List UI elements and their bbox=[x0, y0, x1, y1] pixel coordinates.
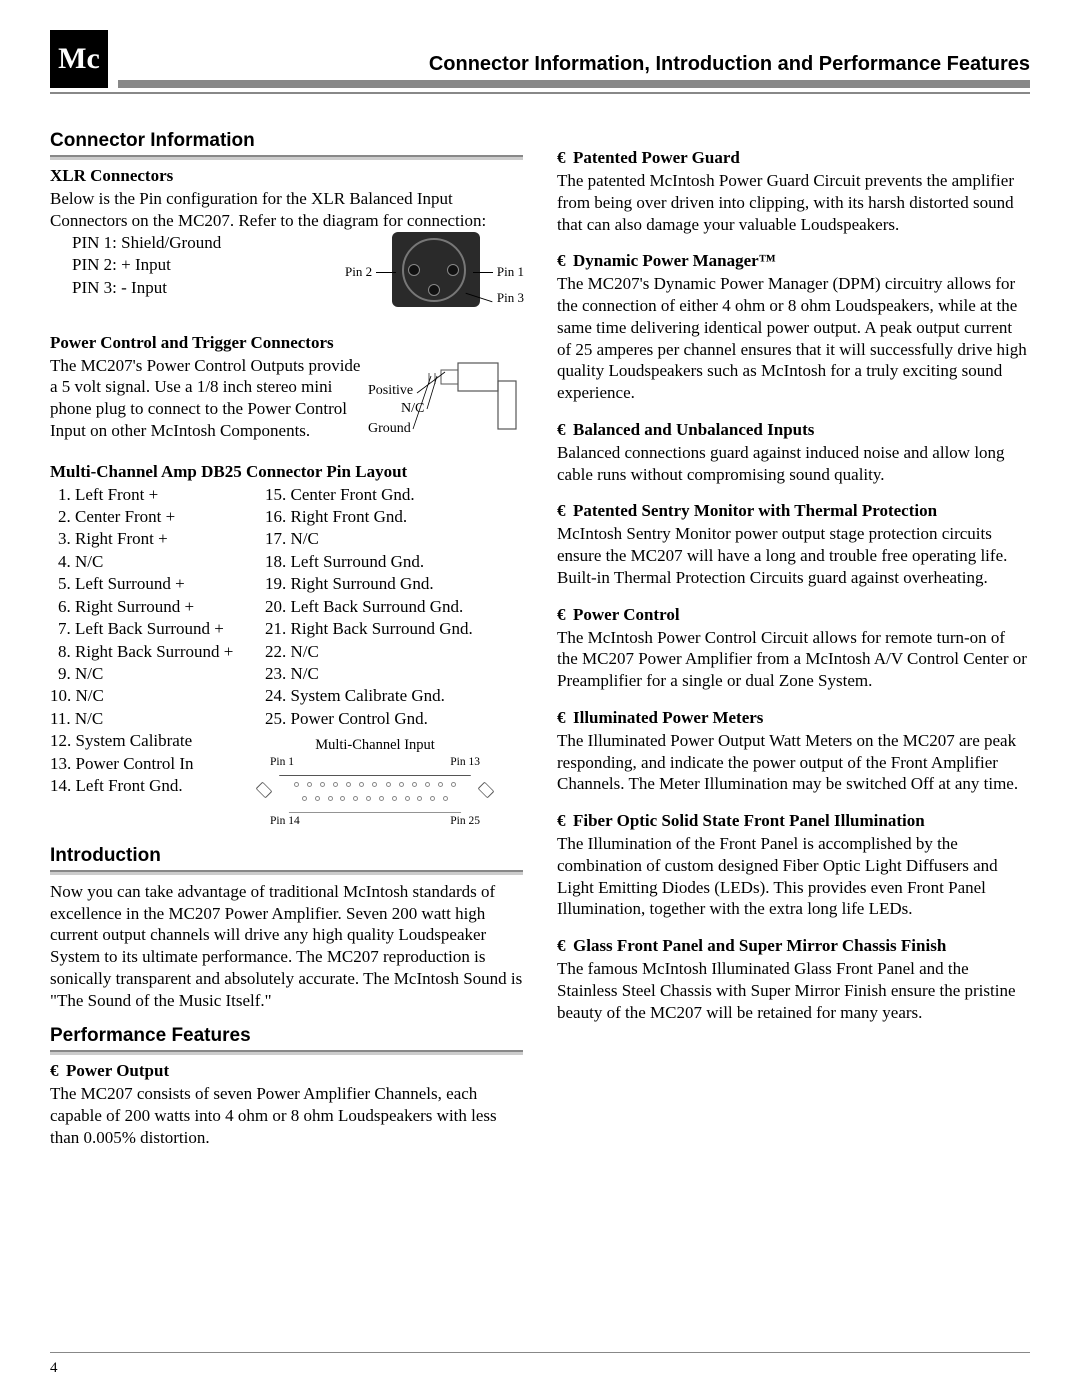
list-item: 21. Right Back Surround Gnd. bbox=[265, 618, 485, 640]
list-item: 18. Left Surround Gnd. bbox=[265, 551, 485, 573]
feature-heading: €Balanced and Unbalanced Inputs bbox=[557, 420, 1030, 440]
list-item: 15. Center Front Gnd. bbox=[265, 484, 485, 506]
feature-heading: €Dynamic Power Manager™ bbox=[557, 251, 1030, 271]
list-item: 23. N/C bbox=[265, 663, 485, 685]
feature-heading: €Glass Front Panel and Super Mirror Chas… bbox=[557, 936, 1030, 956]
page-number: 4 bbox=[50, 1360, 58, 1377]
intro-body: Now you can take advantage of traditiona… bbox=[50, 881, 523, 1012]
list-item: 17. N/C bbox=[265, 528, 485, 550]
diagram-label: Ground bbox=[368, 421, 411, 437]
list-item: 1. Left Front + bbox=[50, 484, 265, 506]
pct-body: The MC207's Power Control Outputs provid… bbox=[50, 355, 367, 448]
xlr-intro: Below is the Pin configuration for the X… bbox=[50, 188, 523, 232]
header-separator bbox=[50, 92, 1030, 94]
pin-label: Pin 3 bbox=[497, 290, 524, 306]
list-item: 20. Left Back Surround Gnd. bbox=[265, 596, 485, 618]
pin-label: Pin 13 bbox=[450, 755, 480, 770]
list-item: 16. Right Front Gnd. bbox=[265, 506, 485, 528]
feature-body: The famous McIntosh Illuminated Glass Fr… bbox=[557, 958, 1030, 1023]
diagram-label: N/C bbox=[401, 401, 424, 417]
db25-figure: Multi-Channel Input Pin 1 Pin 13 Pin 14 Pi… bbox=[265, 736, 485, 828]
feature-body: The Illumination of the Front Panel is a… bbox=[557, 833, 1030, 920]
footer-rule bbox=[50, 1352, 1030, 1353]
list-item: 25. Power Control Gnd. bbox=[265, 708, 485, 730]
feature-heading: €Power Control bbox=[557, 605, 1030, 625]
list-item: 12. System Calibrate bbox=[50, 730, 265, 752]
list-item: PIN 2: + Input bbox=[72, 254, 348, 277]
list-item: 5. Left Surround + bbox=[50, 573, 265, 595]
db25-pin-columns: 1. Left Front +2. Center Front +3. Right… bbox=[50, 484, 523, 829]
subheading-db25: Multi-Channel Amp DB25 Connector Pin Lay… bbox=[50, 462, 523, 482]
left-column: Connector Information XLR Connectors Bel… bbox=[50, 122, 523, 1149]
list-item: 6. Right Surround + bbox=[50, 596, 265, 618]
section-heading: Connector Information bbox=[50, 130, 523, 152]
list-item: 2. Center Front + bbox=[50, 506, 265, 528]
list-item: 7. Left Back Surround + bbox=[50, 618, 265, 640]
feature-body: The MC207's Dynamic Power Manager (DPM) … bbox=[557, 273, 1030, 404]
feature-body: Balanced connections guard against induc… bbox=[557, 442, 1030, 486]
list-item: 13. Power Control In bbox=[50, 753, 265, 775]
list-item: PIN 3: - Input bbox=[72, 277, 348, 300]
feature-body: The Illuminated Power Output Watt Meters… bbox=[557, 730, 1030, 795]
list-item: 24. System Calibrate Gnd. bbox=[265, 685, 485, 707]
section-heading: Performance Features bbox=[50, 1025, 523, 1047]
list-item: 11. N/C bbox=[50, 708, 265, 730]
list-item: 14. Left Front Gnd. bbox=[50, 775, 265, 797]
list-item: 10. N/C bbox=[50, 685, 265, 707]
xlr-pin-list: PIN 1: Shield/Ground PIN 2: + Input PIN … bbox=[72, 232, 348, 301]
feature-heading: €Patented Power Guard bbox=[557, 148, 1030, 168]
content-columns: Connector Information XLR Connectors Bel… bbox=[50, 122, 1030, 1149]
section-rule bbox=[50, 1050, 523, 1055]
section-rule bbox=[50, 870, 523, 875]
db25-left-col: 1. Left Front +2. Center Front +3. Right… bbox=[50, 484, 265, 829]
figure-title: Multi-Channel Input bbox=[265, 736, 485, 755]
page-title: Connector Information, Introduction and … bbox=[118, 53, 1030, 88]
pin-label: Pin 2 bbox=[345, 264, 372, 280]
xlr-diagram: Pin 2 Pin 1 Pin 3 bbox=[348, 232, 523, 317]
list-item: 3. Right Front + bbox=[50, 528, 265, 550]
diagram-label: Positive bbox=[368, 383, 413, 399]
subheading-xlr: XLR Connectors bbox=[50, 166, 523, 186]
right-column: €Patented Power GuardThe patented McInto… bbox=[557, 122, 1030, 1149]
feature-heading: €Illuminated Power Meters bbox=[557, 708, 1030, 728]
feature-body: The patented McIntosh Power Guard Circui… bbox=[557, 170, 1030, 235]
pin-label: Pin 1 bbox=[270, 755, 294, 770]
plug-diagram: Positive N/C Ground bbox=[373, 353, 523, 448]
feature-body: The McIntosh Power Control Circuit allow… bbox=[557, 627, 1030, 692]
list-item: 8. Right Back Surround + bbox=[50, 641, 265, 663]
brand-logo: Mc bbox=[50, 30, 108, 88]
section-rule bbox=[50, 155, 523, 160]
feature-heading: €Fiber Optic Solid State Front Panel Ill… bbox=[557, 811, 1030, 831]
feature-heading: €Patented Sentry Monitor with Thermal Pr… bbox=[557, 501, 1030, 521]
pin-label: Pin 25 bbox=[450, 814, 480, 829]
feature-body: McIntosh Sentry Monitor power output sta… bbox=[557, 523, 1030, 588]
list-item: 19. Right Surround Gnd. bbox=[265, 573, 485, 595]
pin-label: Pin 1 bbox=[497, 264, 524, 280]
list-item: 9. N/C bbox=[50, 663, 265, 685]
pin-label: Pin 14 bbox=[270, 814, 300, 829]
list-item: PIN 1: Shield/Ground bbox=[72, 232, 348, 255]
page-header: Mc Connector Information, Introduction a… bbox=[50, 30, 1030, 88]
feature-heading: €Power Output bbox=[50, 1061, 523, 1081]
list-item: 22. N/C bbox=[265, 641, 485, 663]
subheading-pct: Power Control and Trigger Connectors bbox=[50, 333, 523, 353]
list-item: 4. N/C bbox=[50, 551, 265, 573]
feature-body: The MC207 consists of seven Power Amplif… bbox=[50, 1083, 523, 1148]
db25-right-col: 15. Center Front Gnd.16. Right Front Gnd… bbox=[265, 484, 485, 829]
section-heading: Introduction bbox=[50, 845, 523, 867]
